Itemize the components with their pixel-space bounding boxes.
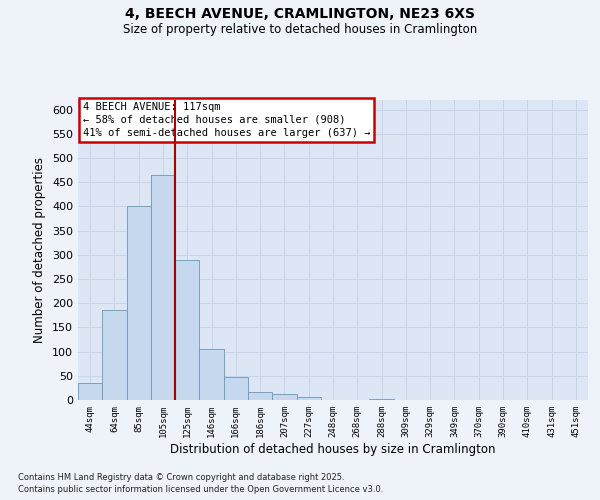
Text: Contains public sector information licensed under the Open Government Licence v3: Contains public sector information licen… [18,485,383,494]
Bar [224,377,248,400]
Bar [127,206,151,400]
Bar [102,310,127,400]
Y-axis label: Number of detached properties: Number of detached properties [34,157,46,343]
Bar [370,399,394,400]
Bar [78,383,102,400]
Text: 4 BEECH AVENUE: 117sqm
← 58% of detached houses are smaller (908)
41% of semi-de: 4 BEECH AVENUE: 117sqm ← 58% of detached… [83,102,371,138]
Bar [199,349,224,400]
Text: Size of property relative to detached houses in Cramlington: Size of property relative to detached ho… [123,22,477,36]
Bar [248,392,272,400]
Bar [175,260,199,400]
Bar [272,394,296,400]
X-axis label: Distribution of detached houses by size in Cramlington: Distribution of detached houses by size … [170,442,496,456]
Text: Contains HM Land Registry data © Crown copyright and database right 2025.: Contains HM Land Registry data © Crown c… [18,472,344,482]
Bar [151,175,175,400]
Text: 4, BEECH AVENUE, CRAMLINGTON, NE23 6XS: 4, BEECH AVENUE, CRAMLINGTON, NE23 6XS [125,8,475,22]
Bar [296,397,321,400]
